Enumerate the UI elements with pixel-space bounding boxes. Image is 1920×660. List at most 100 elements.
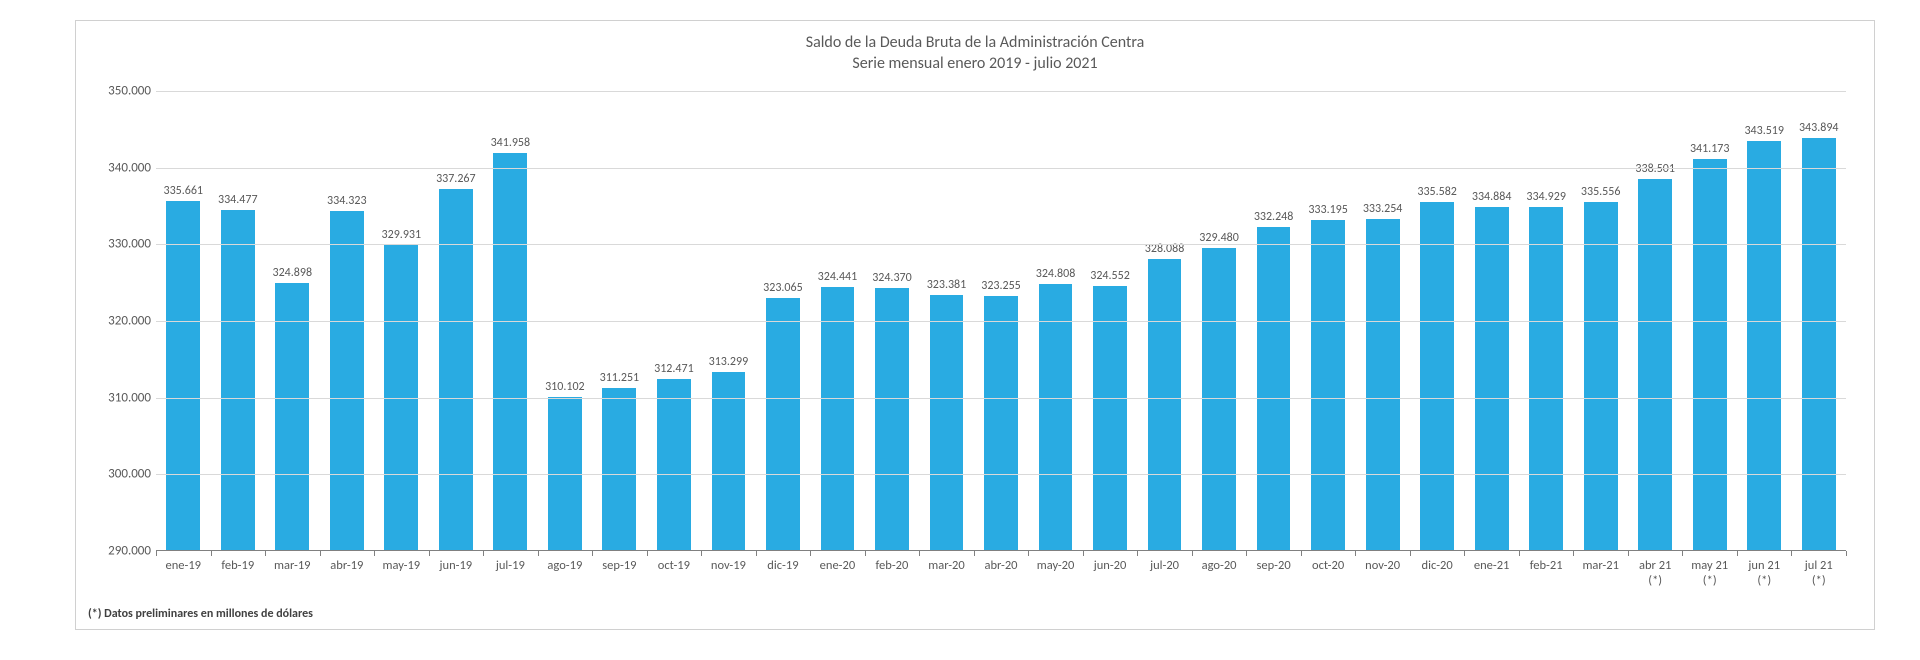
- y-tick-label: 350.000: [96, 84, 151, 99]
- bar-value-label: 332.248: [1254, 210, 1294, 224]
- bar: [821, 287, 855, 551]
- x-category-label: mar-21: [1582, 558, 1618, 573]
- y-tick-label: 300.000: [96, 467, 151, 482]
- x-category-label: feb-20: [876, 558, 909, 573]
- bar-value-label: 335.556: [1581, 185, 1621, 199]
- x-category-label: mar-19: [274, 558, 310, 573]
- x-category-label: nov-19: [711, 558, 746, 573]
- x-category-label: ago-19: [547, 558, 582, 573]
- footnote: (*) Datos preliminares en millones de dó…: [88, 607, 313, 621]
- bar-value-label: 323.381: [927, 278, 967, 292]
- x-category-label: jun-19: [440, 558, 473, 573]
- bar-value-label: 341.173: [1690, 142, 1730, 156]
- bar-value-label: 329.931: [382, 228, 422, 242]
- bar: [1693, 159, 1727, 551]
- x-axis-labels: ene-19 feb-19 mar-19 abr-19 may-19 jun-19 jul-…: [156, 556, 1846, 606]
- gridline: [156, 244, 1846, 245]
- bar-value-label: 335.582: [1417, 185, 1457, 199]
- gridline: [156, 321, 1846, 322]
- bar: [984, 296, 1018, 551]
- bar: [439, 189, 473, 551]
- bar-value-label: 334.323: [327, 194, 367, 208]
- bar-value-label: 333.195: [1308, 203, 1348, 217]
- bar: [1420, 202, 1454, 551]
- bar: [1311, 220, 1345, 551]
- bar-value-label: 343.894: [1799, 121, 1839, 135]
- bar-value-label: 324.552: [1090, 269, 1130, 283]
- x-category-label: dic-19: [767, 558, 798, 573]
- bar-value-label: 324.441: [818, 270, 858, 284]
- bar: [1638, 179, 1672, 551]
- bar: [275, 283, 309, 551]
- gridline: [156, 168, 1846, 169]
- y-tick-label: 330.000: [96, 237, 151, 252]
- bar: [1093, 286, 1127, 551]
- x-category-label: may-19: [383, 558, 421, 573]
- bar: [1202, 248, 1236, 551]
- x-category-label: sep-20: [1256, 558, 1290, 573]
- bar-value-label: 324.808: [1036, 267, 1076, 281]
- gridline: [156, 398, 1846, 399]
- bar: [1039, 284, 1073, 551]
- bar-value-label: 311.251: [600, 371, 640, 385]
- x-category-label: feb-19: [221, 558, 254, 573]
- chart-container: Saldo de la Deuda Bruta de la Administra…: [75, 20, 1875, 630]
- x-category-label: nov-20: [1365, 558, 1400, 573]
- y-axis: 290.000300.000310.000320.000330.000340.0…: [96, 91, 151, 551]
- x-category-label: ene-21: [1474, 558, 1510, 573]
- x-category-label: jun-20: [1094, 558, 1127, 573]
- bar-value-label: 338.501: [1635, 162, 1675, 176]
- y-tick-label: 310.000: [96, 390, 151, 405]
- bar: [875, 288, 909, 552]
- bar-value-label: 323.065: [763, 281, 803, 295]
- x-category-label: ene-20: [820, 558, 856, 573]
- bar-value-label: 337.267: [436, 172, 476, 186]
- bar: [1366, 219, 1400, 551]
- bar: [602, 388, 636, 551]
- bar-value-label: 334.929: [1526, 190, 1566, 204]
- plot-area: 335.661 334.477 324.898 334.323 329.931 337.2…: [156, 91, 1846, 551]
- x-category-label: oct-20: [1312, 558, 1344, 573]
- x-category-label: jul-20: [1150, 558, 1179, 573]
- chart-title: Saldo de la Deuda Bruta de la Administra…: [76, 21, 1874, 75]
- bar-value-label: 343.519: [1744, 124, 1784, 138]
- gridline: [156, 91, 1846, 92]
- x-category-label: abr-20: [984, 558, 1017, 573]
- x-category-label: may 21(*): [1691, 558, 1728, 588]
- bar-value-label: 324.898: [273, 266, 313, 280]
- bar-value-label: 312.471: [654, 362, 694, 376]
- x-category-label: abr-19: [330, 558, 363, 573]
- bar-value-label: 334.477: [218, 193, 258, 207]
- bar-value-label: 323.255: [981, 279, 1021, 293]
- x-category-label: sep-19: [602, 558, 636, 573]
- bar: [1584, 202, 1618, 551]
- bar: [1257, 227, 1291, 551]
- bar: [330, 211, 364, 551]
- bar-value-label: 324.370: [872, 271, 912, 285]
- bar: [166, 201, 200, 551]
- bar: [1747, 141, 1781, 551]
- x-category-label: jul-19: [496, 558, 525, 573]
- bar: [221, 210, 255, 551]
- bar-value-label: 334.884: [1472, 190, 1512, 204]
- x-category-label: dic-20: [1422, 558, 1453, 573]
- x-category-label: ago-20: [1202, 558, 1237, 573]
- bar: [493, 153, 527, 551]
- x-tick: [1846, 551, 1847, 556]
- bar-value-label: 313.299: [709, 355, 749, 369]
- title-line-1: Saldo de la Deuda Bruta de la Administra…: [76, 33, 1874, 54]
- bar: [1529, 207, 1563, 551]
- x-category-label: may-20: [1037, 558, 1075, 573]
- bar-value-label: 310.102: [545, 380, 585, 394]
- x-category-label: mar-20: [928, 558, 964, 573]
- bar: [1802, 138, 1836, 551]
- x-category-label: ene-19: [165, 558, 201, 573]
- y-tick-label: 290.000: [96, 544, 151, 559]
- bar: [1475, 207, 1509, 551]
- bar: [712, 372, 746, 551]
- bar-value-label: 341.958: [491, 136, 531, 150]
- bar-value-label: 335.661: [163, 184, 203, 198]
- x-category-label: jun 21(*): [1748, 558, 1780, 588]
- bar-value-label: 329.480: [1199, 231, 1239, 245]
- x-category-label: oct-19: [658, 558, 690, 573]
